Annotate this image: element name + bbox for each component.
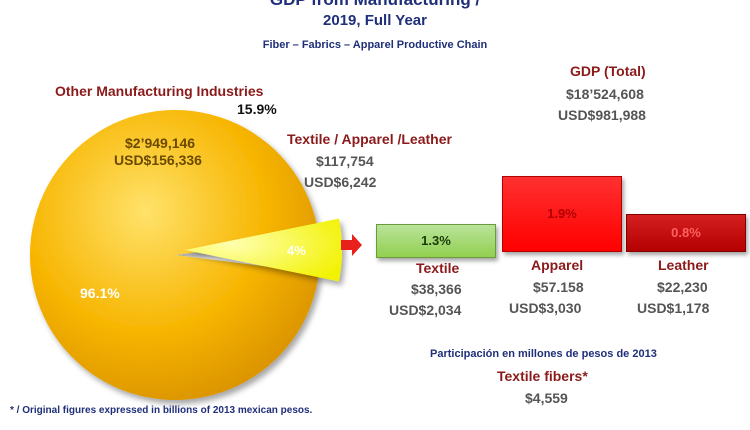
bar-leather: 0.8% [626,214,746,252]
arrow-icon [341,234,362,256]
category-apparel: Apparel [531,257,584,273]
bar-textile: 1.3% [376,224,496,258]
slice-percent-textile: 4% [287,243,306,258]
participation-note: Participación en millones de pesos de 20… [430,348,657,360]
other-mxn-value: $2’949,146 [125,135,196,151]
slice-percent-other: 96.1% [80,285,120,301]
textile-fibers-label: Textile fibers* [497,368,588,384]
other-usd-value: USD$156,336 [114,152,202,168]
gdp-total-label: GDP (Total) [570,63,646,79]
leather-usd: USD$1,178 [637,300,710,316]
textile-apparel-leather-label: Textile / Apparel /Leather [287,131,452,147]
category-textile: Textile [416,260,460,276]
leather-mxn: $22,230 [657,279,708,295]
chart-subtitle: 2019, Full Year [323,12,427,29]
bar-textile-value: 1.3% [421,233,451,248]
textile-mxn: $38,366 [411,281,462,297]
pie-slice-textile [185,218,342,282]
gdp-total-usd: USD$981,988 [558,107,646,123]
bar-apparel-value: 1.9% [547,206,577,221]
bar-leather-value: 0.8% [671,225,701,240]
textile-usd: USD$2,034 [389,302,462,318]
footnote: * / Original figures expressed in billio… [10,405,313,416]
textile-fibers-value: $4,559 [525,390,568,406]
apparel-mxn: $57.158 [533,279,584,295]
other-industries-label: Other Manufacturing Industries [55,83,264,99]
bar-apparel: 1.9% [502,176,622,252]
apparel-usd: USD$3,030 [509,300,582,316]
gdp-total-mxn: $18’524,608 [566,86,644,102]
chain-label: Fiber – Fabrics – Apparel Productive Cha… [262,39,488,51]
tal-usd-value: USD$6,242 [304,174,377,190]
chart-title: GDP from Manufacturing / [0,0,750,10]
pie-slice-other [29,110,319,401]
annotation-percent: 15.9% [237,101,277,117]
category-leather: Leather [658,257,709,273]
tal-mxn-value: $117,754 [316,153,374,169]
